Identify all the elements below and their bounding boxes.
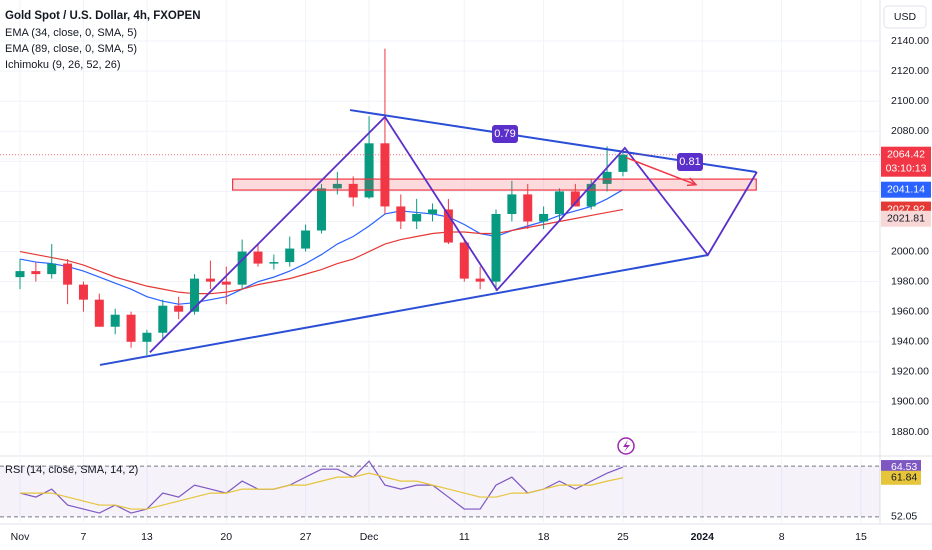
price-label: 2021.81	[887, 213, 925, 225]
ratio-badge	[492, 125, 518, 143]
y-tick-label: 2140.00	[891, 35, 929, 47]
y-tick-label: 1960.00	[891, 305, 929, 317]
x-tick-label: 20	[220, 531, 232, 543]
rsi-line	[19, 460, 624, 514]
currency[interactable]: USD	[894, 11, 917, 23]
candle-body	[31, 271, 41, 275]
candle-body	[396, 206, 406, 222]
x-tick-label: 27	[300, 531, 312, 543]
ratio-badge	[677, 153, 703, 171]
candle-body	[316, 188, 326, 231]
candle-body	[190, 278, 200, 312]
candle-body	[301, 230, 311, 249]
candle-body	[94, 299, 104, 327]
rsi-title: RSI (14, close, SMA, 14, 2)	[5, 464, 138, 476]
y-tick-label: 52.05	[891, 511, 917, 523]
candle-body	[285, 248, 295, 263]
y-tick-label: 2080.00	[891, 125, 929, 137]
candle-body	[15, 271, 25, 278]
candle-body	[332, 183, 342, 189]
y-tick-label: 1880.00	[891, 426, 929, 438]
candle-body	[475, 278, 485, 282]
x-tick-label: 13	[141, 531, 153, 543]
price-label: 2064.42	[887, 148, 925, 160]
legend-entry: Ichimoku (9, 26, 52, 26)	[5, 59, 121, 71]
y-tick-label: 2000.00	[891, 245, 929, 257]
x-tick-label: 15	[855, 531, 867, 543]
candle-body	[348, 183, 358, 198]
event-icon-bolt	[623, 440, 630, 452]
chart-title: Gold Spot / U.S. Dollar, 4h, FXOPEN	[5, 10, 201, 22]
candle-body	[554, 191, 564, 214]
x-tick-label: Nov	[11, 531, 30, 543]
candle-body	[269, 262, 279, 264]
rsi-value-label: 64.53	[891, 461, 917, 473]
candle-body	[47, 263, 57, 275]
candle-body	[602, 171, 612, 184]
price-label: 2041.14	[887, 183, 925, 195]
y-tick-label: 1920.00	[891, 366, 929, 378]
candle-body	[618, 154, 628, 172]
candle-body	[412, 213, 422, 222]
price-badge	[881, 146, 931, 177]
candle-body	[539, 213, 549, 222]
candle-body	[428, 209, 438, 214]
rsi-value-label: 61.84	[891, 472, 917, 484]
candle-body	[507, 194, 517, 214]
ratio-label: 0.81	[679, 156, 700, 168]
zone	[232, 178, 757, 191]
trendline	[99, 254, 709, 366]
candle-body	[380, 143, 390, 207]
legend-entry: EMA (89, close, 0, SMA, 5)	[5, 43, 137, 55]
candle-body	[174, 305, 184, 312]
candle-body	[523, 194, 533, 222]
grid	[0, 0, 880, 522]
candle-body	[237, 251, 247, 285]
x-tick-label: 11	[459, 531, 470, 543]
candle-body	[205, 278, 215, 282]
price-badge	[881, 181, 931, 198]
countdown: 03:10:13	[886, 162, 927, 174]
x-tick-label: 25	[617, 531, 629, 543]
candle-body	[253, 251, 263, 264]
x-tick-label: 2024	[691, 531, 715, 543]
rsi-badge	[881, 460, 921, 475]
candle-body	[78, 284, 88, 300]
y-tick-label: 2120.00	[891, 65, 929, 77]
x-tick-label: 7	[81, 531, 87, 543]
candle-body	[491, 213, 501, 282]
price-badge	[881, 210, 931, 227]
candle-body	[459, 242, 469, 279]
y-tick-label: 2100.00	[891, 95, 929, 107]
candle-body	[126, 314, 136, 342]
ema-line	[19, 189, 624, 305]
x-tick-label: 8	[779, 531, 785, 543]
arrow	[625, 156, 697, 186]
zigzag	[149, 115, 758, 353]
legend-entry: EMA (34, close, 0, SMA, 5)	[5, 27, 137, 39]
candle-body	[364, 143, 374, 198]
rsi-band	[0, 466, 880, 517]
candle-body	[586, 183, 596, 207]
y-tick-label: 1900.00	[891, 396, 929, 408]
candle-body	[110, 314, 120, 327]
x-tick-label: Dec	[360, 531, 379, 543]
candle-body	[63, 263, 73, 285]
y-tick-label: 1980.00	[891, 275, 929, 287]
ema-line	[19, 208, 624, 295]
currency-button[interactable]	[883, 5, 927, 29]
arrow-head	[686, 177, 698, 187]
ratio-label: 0.79	[494, 128, 515, 140]
rsi-line	[19, 472, 624, 510]
candle-body	[142, 332, 152, 342]
labels: Gold Spot / U.S. Dollar, 4h, FXOPEN EMA …	[5, 5, 931, 543]
y-tick-label: 1940.00	[891, 336, 929, 348]
candle-body	[570, 191, 580, 207]
candle-body	[443, 209, 453, 243]
candle-body	[221, 281, 231, 285]
candle-body	[158, 305, 168, 333]
x-tick-label: 18	[538, 531, 550, 543]
rsi-badge	[881, 470, 921, 485]
